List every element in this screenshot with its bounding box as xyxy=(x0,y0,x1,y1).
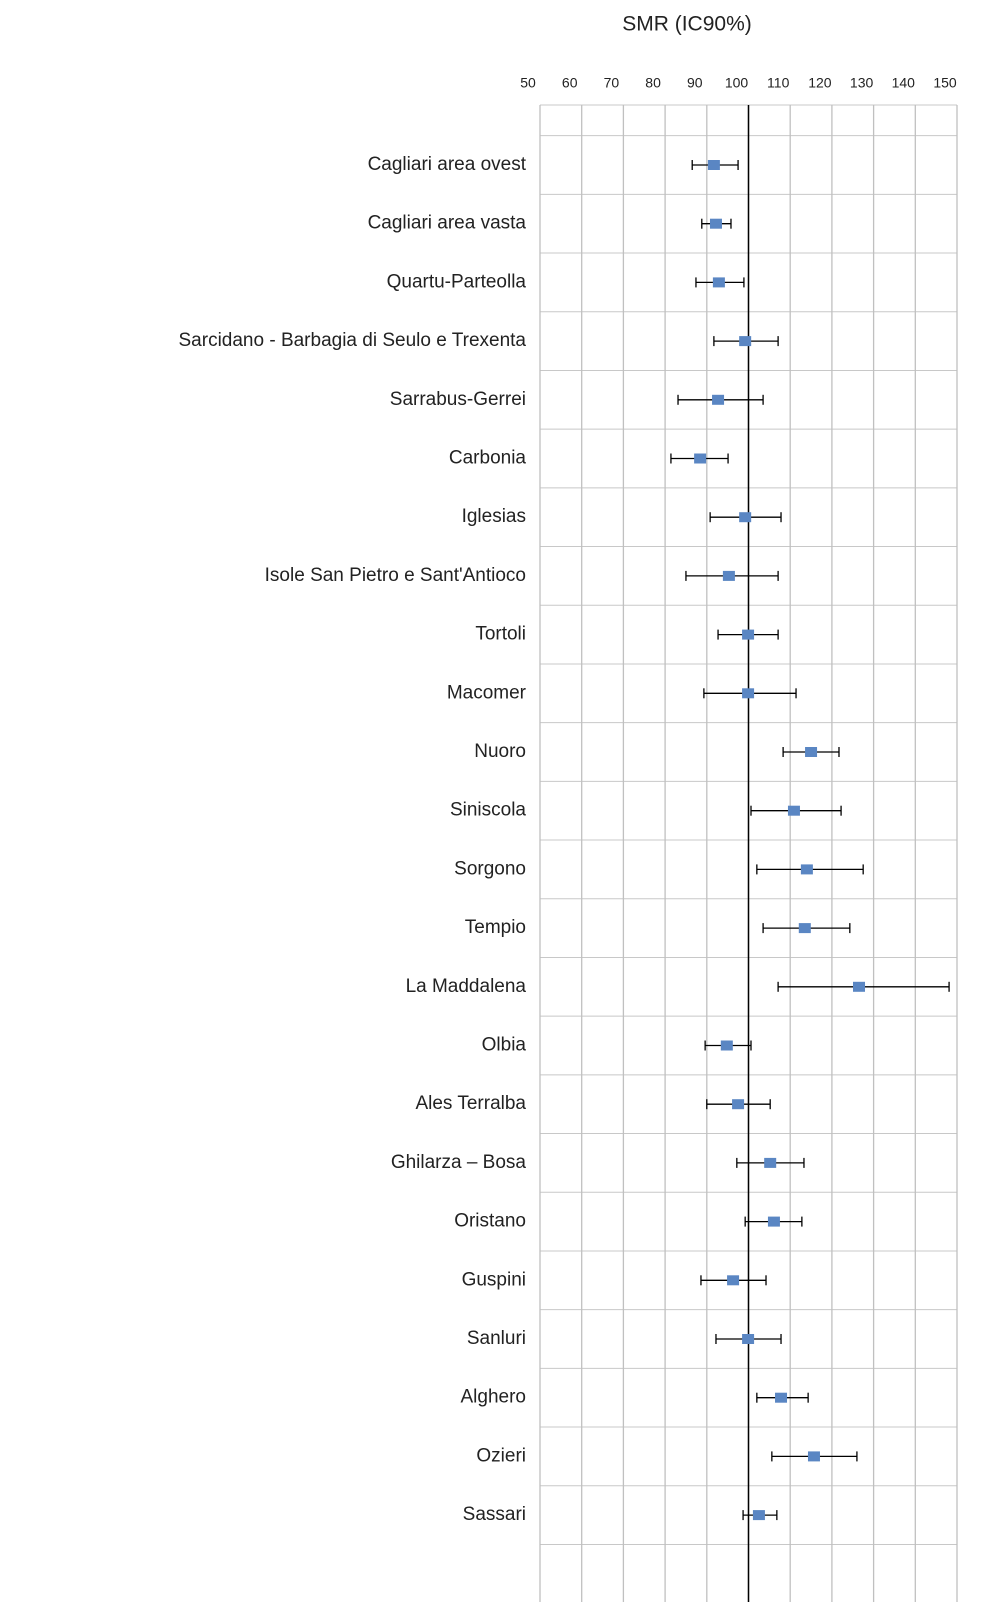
point-marker xyxy=(709,218,722,229)
x-tick-label: 60 xyxy=(562,75,578,91)
x-tick-label: 90 xyxy=(687,75,703,91)
category-label: Alghero xyxy=(461,1387,527,1408)
category-label: Tempio xyxy=(465,917,526,938)
point-marker xyxy=(712,394,725,405)
point-marker xyxy=(720,1040,733,1051)
point-marker xyxy=(694,453,707,464)
point-marker xyxy=(727,1275,740,1286)
point-marker xyxy=(712,277,725,288)
x-tick-label: 140 xyxy=(892,75,916,91)
category-label: Carbonia xyxy=(449,448,527,469)
category-label: Iglesias xyxy=(462,506,526,527)
category-label: Ales Terralba xyxy=(415,1093,526,1114)
point-marker xyxy=(752,1510,765,1521)
category-label: Sanluri xyxy=(467,1328,526,1349)
category-label: Cagliari area vasta xyxy=(368,213,527,234)
point-marker xyxy=(707,160,720,170)
category-label: Olbia xyxy=(482,1035,527,1056)
category-label: Isole San Pietro e Sant'Antioco xyxy=(265,565,526,586)
point-marker xyxy=(742,688,755,699)
category-label: Guspini xyxy=(462,1269,526,1290)
point-marker xyxy=(807,1451,820,1462)
category-label: Ozieri xyxy=(476,1445,526,1466)
x-tick-label: 130 xyxy=(850,75,874,91)
x-tick-label: 50 xyxy=(520,75,536,91)
category-label: Nuoro xyxy=(474,741,526,762)
point-marker xyxy=(739,336,752,347)
point-marker xyxy=(775,1392,788,1403)
x-tick-label: 150 xyxy=(933,75,957,91)
x-tick-label: 70 xyxy=(604,75,620,91)
x-tick-label: 80 xyxy=(645,75,661,91)
category-label: La Maddalena xyxy=(406,976,527,997)
point-marker xyxy=(800,864,813,875)
category-label: Cagliari area ovest xyxy=(368,154,527,175)
point-marker xyxy=(787,805,800,816)
chart-title: SMR (IC90%) xyxy=(622,13,752,36)
category-label: Siniscola xyxy=(450,800,526,821)
category-label: Tortoli xyxy=(475,624,526,645)
point-marker xyxy=(742,629,755,640)
x-tick-label: 120 xyxy=(808,75,832,91)
x-tick-label: 110 xyxy=(767,75,790,91)
category-label: Sarrabus-Gerrei xyxy=(390,389,526,410)
x-tick-label: 100 xyxy=(725,75,749,91)
point-marker xyxy=(798,923,811,934)
category-label: Sassari xyxy=(463,1504,526,1525)
category-label: Sarcidano - Barbagia di Seulo e Trexenta xyxy=(179,330,527,351)
category-label: Macomer xyxy=(447,682,527,703)
category-label: Ghilarza – Bosa xyxy=(391,1152,527,1173)
category-label: Quartu-Parteolla xyxy=(387,271,527,292)
point-marker xyxy=(767,1216,780,1227)
point-marker xyxy=(742,1334,755,1344)
point-marker xyxy=(722,570,735,581)
point-marker xyxy=(739,512,752,523)
point-marker xyxy=(853,981,866,992)
category-label: Oristano xyxy=(454,1211,526,1232)
category-label: Sorgono xyxy=(454,858,526,879)
point-marker xyxy=(764,1157,777,1168)
point-marker xyxy=(732,1099,745,1110)
point-marker xyxy=(805,747,818,757)
